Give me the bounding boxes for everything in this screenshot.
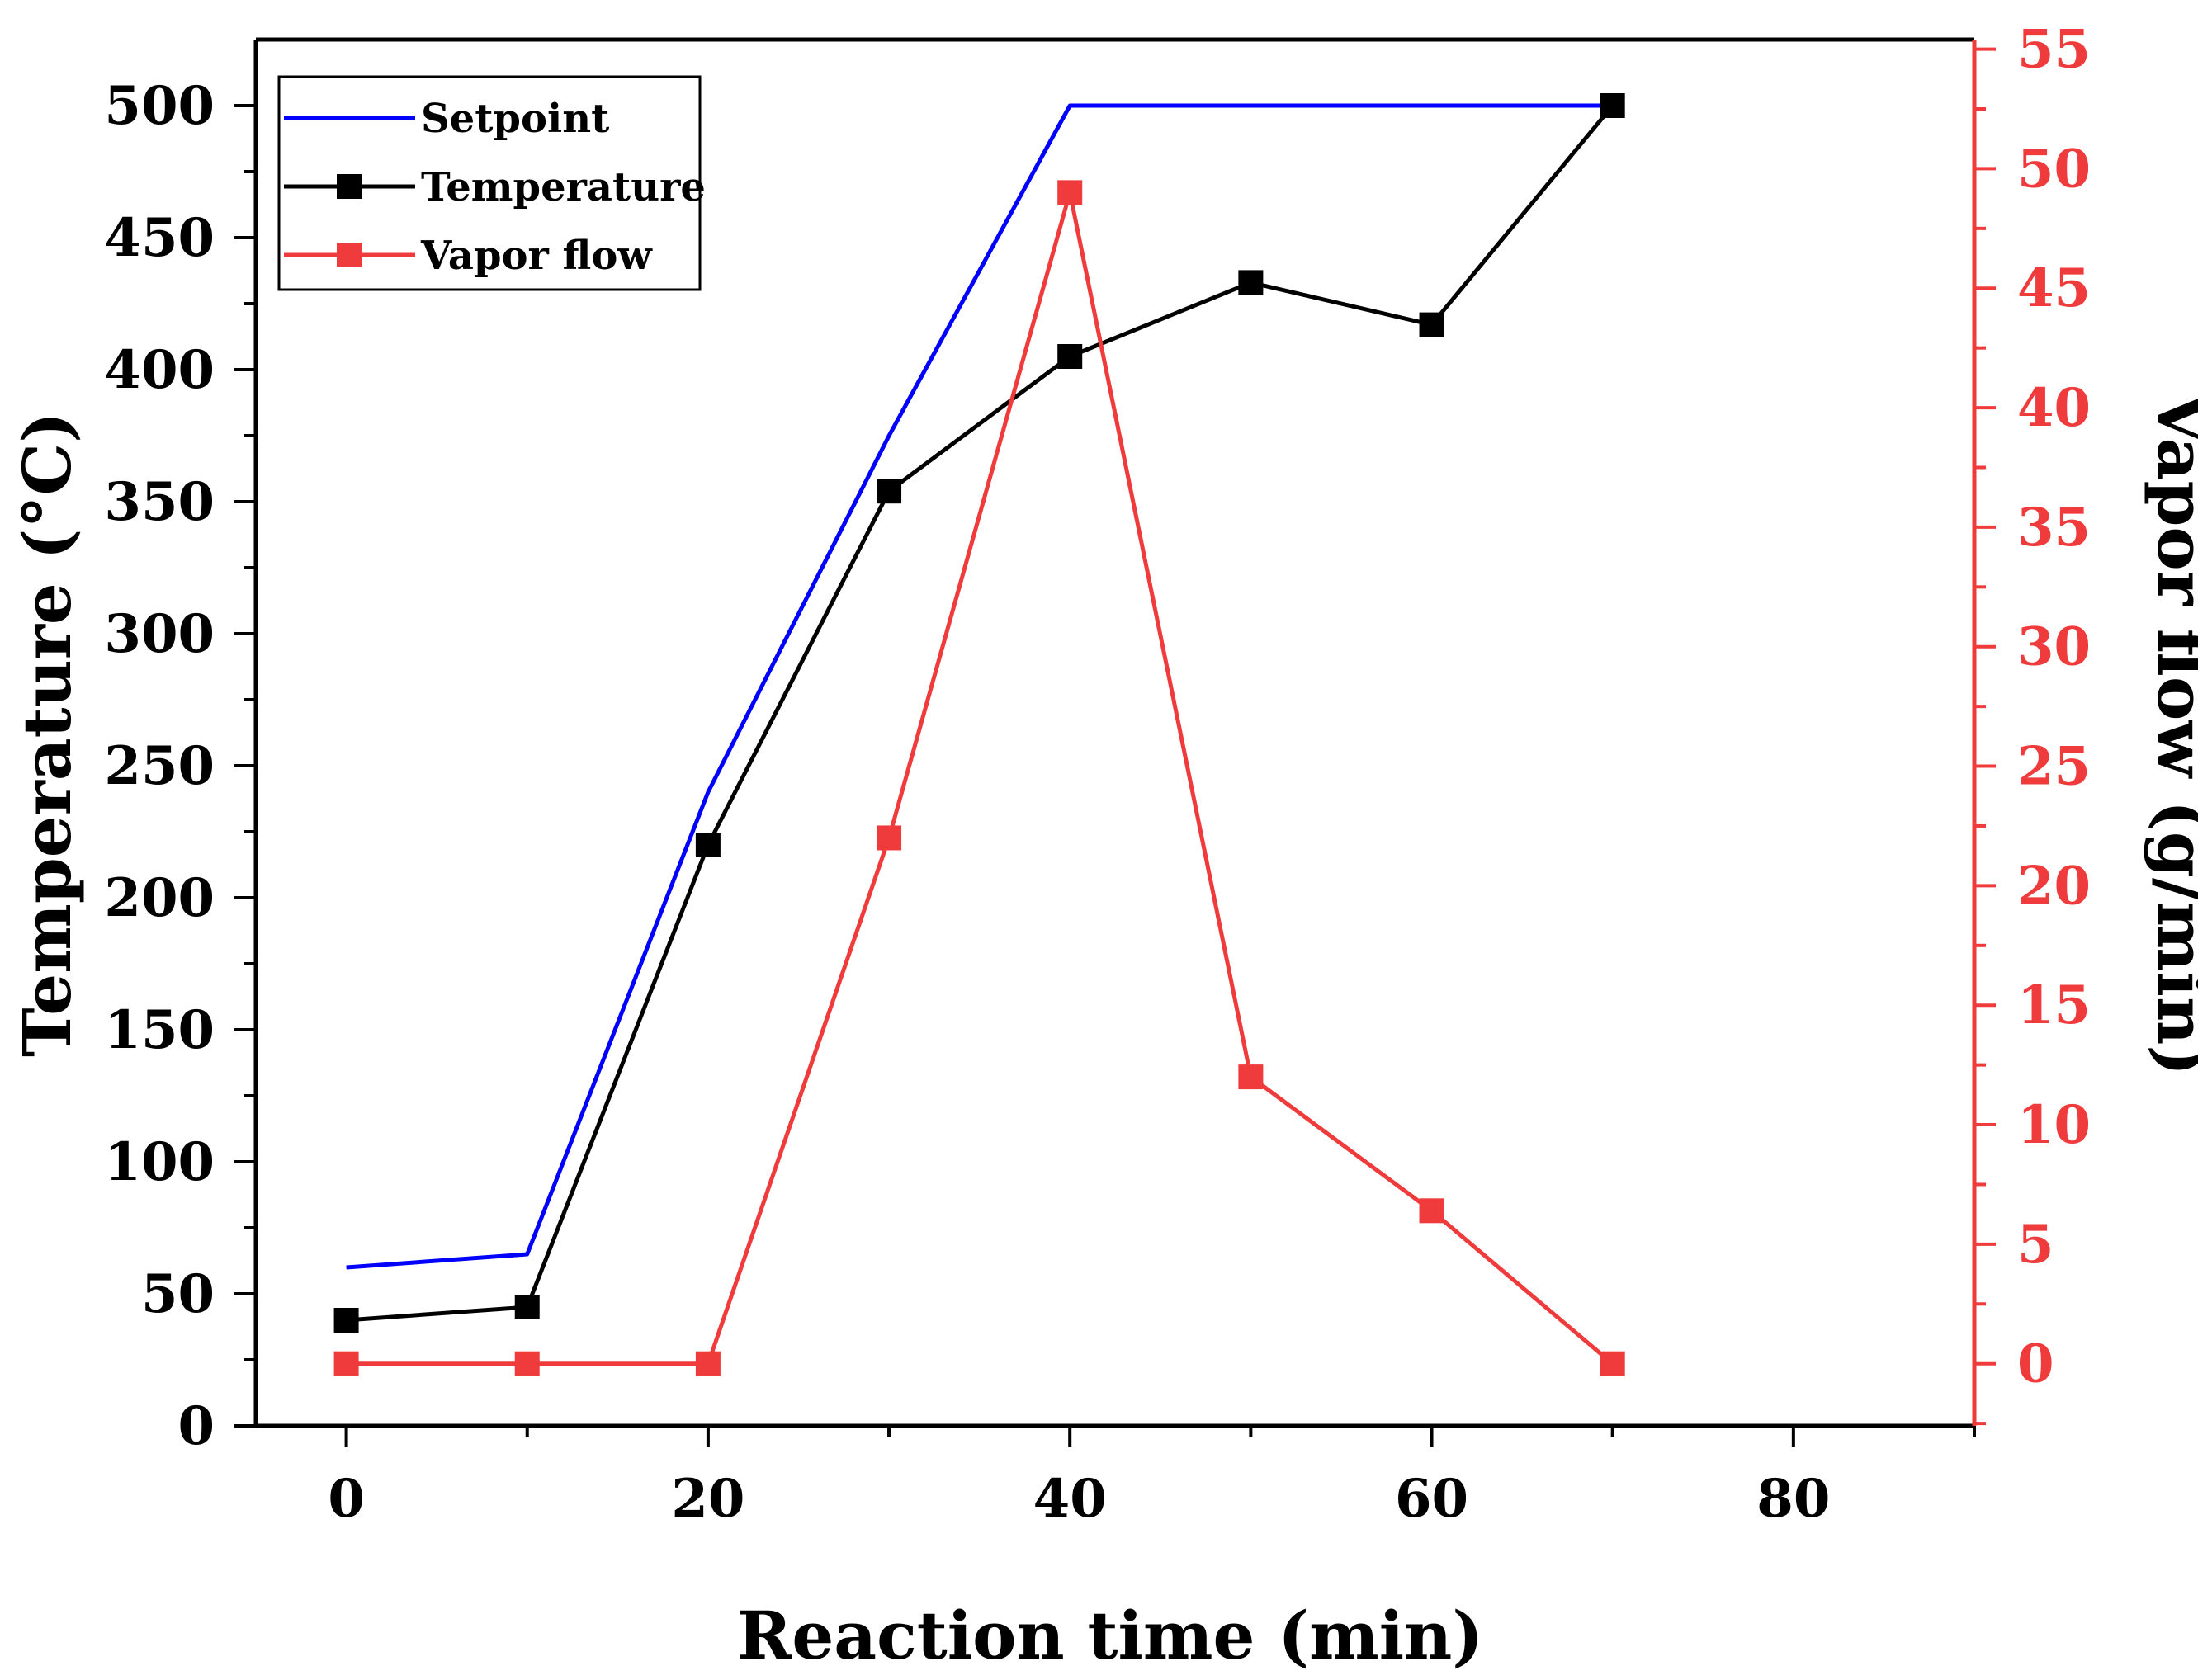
y2-axis-title: Vapor flow (g/min) bbox=[2143, 392, 2198, 1076]
temperature-point bbox=[877, 479, 902, 504]
vapor-flow-line bbox=[346, 190, 1614, 1366]
y-tick-label: 200 bbox=[104, 867, 215, 929]
vapor-flow-point bbox=[514, 1351, 540, 1376]
y2-tick-label: 20 bbox=[2017, 855, 2091, 917]
y-tick-label: 250 bbox=[104, 735, 215, 797]
y2-tick-label: 15 bbox=[2017, 974, 2091, 1036]
temperature-point bbox=[1057, 344, 1083, 369]
y-tick-label: 50 bbox=[141, 1263, 215, 1325]
y-axis-right: 0 5 10 15 20 25 30 35 40 45 50 55 bbox=[1974, 19, 2091, 1426]
x-tick-label: 20 bbox=[671, 1468, 744, 1530]
vapor-flow-point bbox=[333, 1351, 359, 1376]
x-tick-label: 40 bbox=[1033, 1468, 1107, 1530]
x-tick-label: 80 bbox=[1756, 1468, 1830, 1530]
vapor-flow-point bbox=[877, 825, 902, 851]
legend-marker-vapor-flow bbox=[337, 243, 362, 267]
y2-tick-label: 55 bbox=[2017, 19, 2091, 81]
x-tick-label: 60 bbox=[1395, 1468, 1468, 1530]
y-axis-left: 0 50 100 150 200 250 300 350 400 450 500 bbox=[104, 75, 256, 1457]
y2-tick-label: 50 bbox=[2017, 138, 2091, 200]
legend-label-temperature: Temperature bbox=[421, 164, 706, 210]
temperature-line bbox=[346, 104, 1614, 1323]
y-tick-label: 450 bbox=[104, 207, 215, 269]
temperature-point bbox=[1419, 312, 1444, 337]
temperature-point bbox=[1600, 93, 1625, 118]
setpoint-line bbox=[346, 103, 1613, 1270]
x-axis: 0 20 40 60 80 bbox=[328, 1426, 1976, 1530]
y2-tick-label: 45 bbox=[2017, 257, 2091, 319]
x-axis-title: Reaction time (min) bbox=[737, 1597, 1483, 1674]
y-tick-label: 100 bbox=[104, 1131, 215, 1193]
y-tick-label: 500 bbox=[104, 75, 215, 137]
y2-tick-label: 5 bbox=[2017, 1214, 2054, 1276]
series-layer bbox=[333, 93, 1625, 1376]
y-tick-label: 150 bbox=[104, 999, 215, 1061]
plot-frame bbox=[253, 37, 1977, 1428]
y-tick-label: 300 bbox=[104, 603, 215, 665]
y-axis-title: Temperature (°C) bbox=[8, 412, 86, 1057]
y-tick-label: 400 bbox=[104, 339, 215, 401]
legend-marker-temperature bbox=[337, 174, 362, 199]
vapor-flow-point bbox=[1419, 1198, 1444, 1224]
temperature-point bbox=[333, 1308, 359, 1333]
x-tick-label: 0 bbox=[328, 1468, 365, 1530]
y2-tick-label: 35 bbox=[2017, 497, 2091, 559]
temperature-point bbox=[514, 1295, 540, 1319]
y2-tick-label: 10 bbox=[2017, 1094, 2091, 1156]
y-tick-label: 350 bbox=[104, 471, 215, 533]
y2-tick-label: 25 bbox=[2017, 736, 2091, 798]
vapor-flow-point bbox=[1238, 1064, 1264, 1090]
y2-tick-label: 30 bbox=[2017, 616, 2091, 678]
legend-label-setpoint: Setpoint bbox=[421, 96, 609, 142]
y2-tick-label: 0 bbox=[2017, 1333, 2054, 1395]
temperature-point bbox=[695, 833, 721, 857]
y2-tick-label: 40 bbox=[2017, 377, 2091, 439]
vapor-flow-point bbox=[695, 1351, 721, 1376]
legend: Setpoint Temperature Vapor flow bbox=[277, 75, 706, 291]
y-tick-label: 0 bbox=[177, 1395, 215, 1457]
legend-label-vapor-flow: Vapor flow bbox=[420, 233, 653, 279]
temperature-point bbox=[1238, 270, 1264, 295]
vapor-flow-point bbox=[1600, 1351, 1625, 1376]
vapor-flow-point bbox=[1057, 180, 1083, 205]
